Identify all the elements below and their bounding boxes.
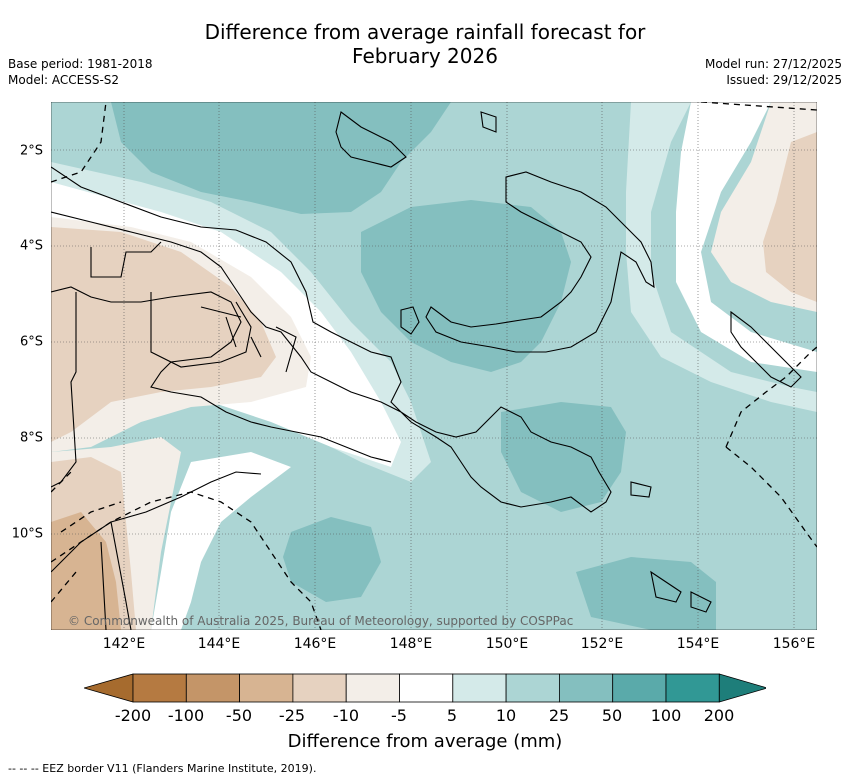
lon-label: 154°E [676, 636, 720, 652]
copyright-notice: © Commonwealth of Australia 2025, Bureau… [68, 614, 574, 628]
lon-label: 146°E [293, 636, 337, 652]
coastlines [51, 111, 802, 630]
colorbar-segment [558, 673, 614, 703]
colorbar-arrow-right [718, 673, 766, 703]
colorbar-tick: 50 [601, 706, 623, 725]
model-run: Model run: 27/12/2025 [704, 57, 842, 71]
region-25-50-southwest [283, 517, 381, 602]
lat-label: 6°S [19, 334, 43, 350]
rainfall-map [51, 102, 817, 630]
colorbar-segment [345, 673, 400, 703]
colorbar [84, 673, 766, 703]
colorbar-segment [505, 673, 560, 703]
colorbar-segment [612, 673, 667, 703]
colorbar-tick: -25 [278, 706, 306, 725]
title-line-2: February 2026 [352, 44, 498, 68]
region-dry-east [763, 132, 817, 302]
colorbar-segment [399, 673, 454, 703]
colorbar-tick: -100 [167, 706, 205, 725]
region-neutral-east [676, 102, 817, 372]
model-name: Model: ACCESS-S2 [8, 73, 120, 87]
lon-label: 144°E [197, 636, 241, 652]
title-line-1: Difference from average rainfall forecas… [204, 20, 646, 44]
colorbar-tick: 100 [650, 706, 682, 725]
lon-label: 150°E [485, 636, 529, 652]
colorbar-tick: 200 [703, 706, 735, 725]
lat-label: 2°S [19, 143, 43, 159]
lat-label: 4°S [19, 238, 43, 254]
colorbar-arrow-left [84, 673, 134, 703]
colorbar-tick: -200 [114, 706, 152, 725]
colorbar-segment [185, 673, 241, 703]
region-5-10-east [626, 102, 817, 412]
colorbar-tick: -5 [391, 706, 407, 725]
colorbar-tick: -50 [225, 706, 253, 725]
region-25-50-central [361, 200, 571, 372]
base-period: Base period: 1981-2018 [8, 57, 153, 71]
colorbar-tick: 5 [446, 706, 458, 725]
issued-date: Issued: 29/12/2025 [726, 73, 842, 87]
colorbar-segment [292, 673, 347, 703]
lon-label: 142°E [102, 636, 146, 652]
colorbar-tick: 25 [548, 706, 570, 725]
lon-label: 148°E [389, 636, 433, 652]
colorbar-segment [239, 673, 294, 703]
eez-footnote: -- -- -- EEZ border V11 (Flanders Marine… [8, 762, 317, 775]
region-25-50-southeast [576, 557, 716, 630]
region-neutral-south [151, 452, 291, 630]
region-25-50-east [501, 402, 626, 512]
lat-label: 8°S [19, 430, 43, 446]
region-dry-strong-southwest [51, 512, 121, 630]
colorbar-segment [132, 673, 187, 703]
region-dry-west [51, 227, 276, 442]
colorbar-segment [452, 673, 507, 703]
colorbar-label: Difference from average (mm) [287, 731, 563, 752]
gridlines [51, 102, 817, 630]
colorbar-tick: 10 [495, 706, 517, 725]
lon-label: 156°E [772, 636, 816, 652]
lon-label: 152°E [580, 636, 624, 652]
lat-label: 10°S [11, 526, 43, 542]
colorbar-segment [665, 673, 720, 703]
colorbar-tick: -10 [332, 706, 360, 725]
eez-borders [51, 102, 817, 630]
